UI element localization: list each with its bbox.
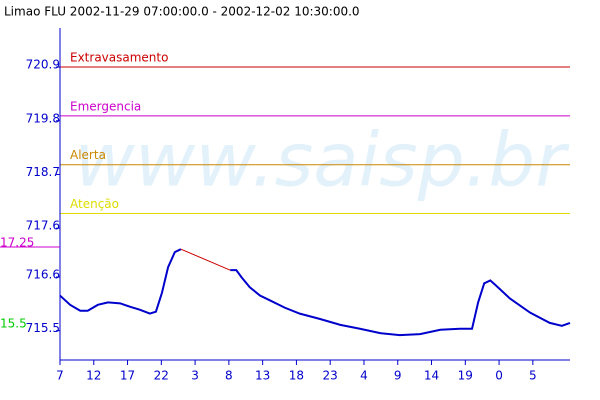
x-tick-label: 8: [225, 369, 233, 383]
x-tick-label: 18: [289, 369, 304, 383]
x-tick-label: 17: [120, 369, 135, 383]
y-tick-label: 718.7: [26, 165, 60, 179]
x-tick-label: 3: [191, 369, 199, 383]
y-tick-label: 720.9: [26, 58, 60, 72]
x-tick-label: 19: [458, 369, 473, 383]
x-tick-label: 14: [424, 369, 439, 383]
threshold-label: Extravasamento: [70, 51, 168, 65]
x-tick-label: 9: [394, 369, 402, 383]
x-tick-label: 23: [323, 369, 338, 383]
threshold-label: Emergencia: [70, 99, 141, 113]
x-tick-label: 0: [495, 369, 503, 383]
y-tick-label: 715.5: [26, 321, 60, 335]
x-tick-label: 22: [154, 369, 169, 383]
x-tick-label: 7: [56, 369, 64, 383]
x-tick-label: 4: [360, 369, 368, 383]
threshold-label: Alerta: [70, 148, 106, 162]
x-tick-label: 5: [529, 369, 537, 383]
series-line: [59, 248, 571, 337]
watermark: www.saisp.br: [74, 118, 570, 204]
series-line: [180, 248, 231, 271]
x-tick-label: 12: [86, 369, 101, 383]
y-tick-label: 719.8: [26, 111, 60, 125]
threshold-label: Atenção: [70, 197, 119, 211]
chart-title: Limao FLU 2002-11-29 07:00:00.0 - 2002-1…: [4, 5, 360, 19]
y-tick-label: 716.6: [26, 268, 60, 282]
y-tick-label: 717.6: [26, 219, 60, 233]
side-label: 15.5: [0, 317, 27, 331]
side-label: 17.25: [0, 236, 34, 250]
x-tick-label: 13: [255, 369, 270, 383]
